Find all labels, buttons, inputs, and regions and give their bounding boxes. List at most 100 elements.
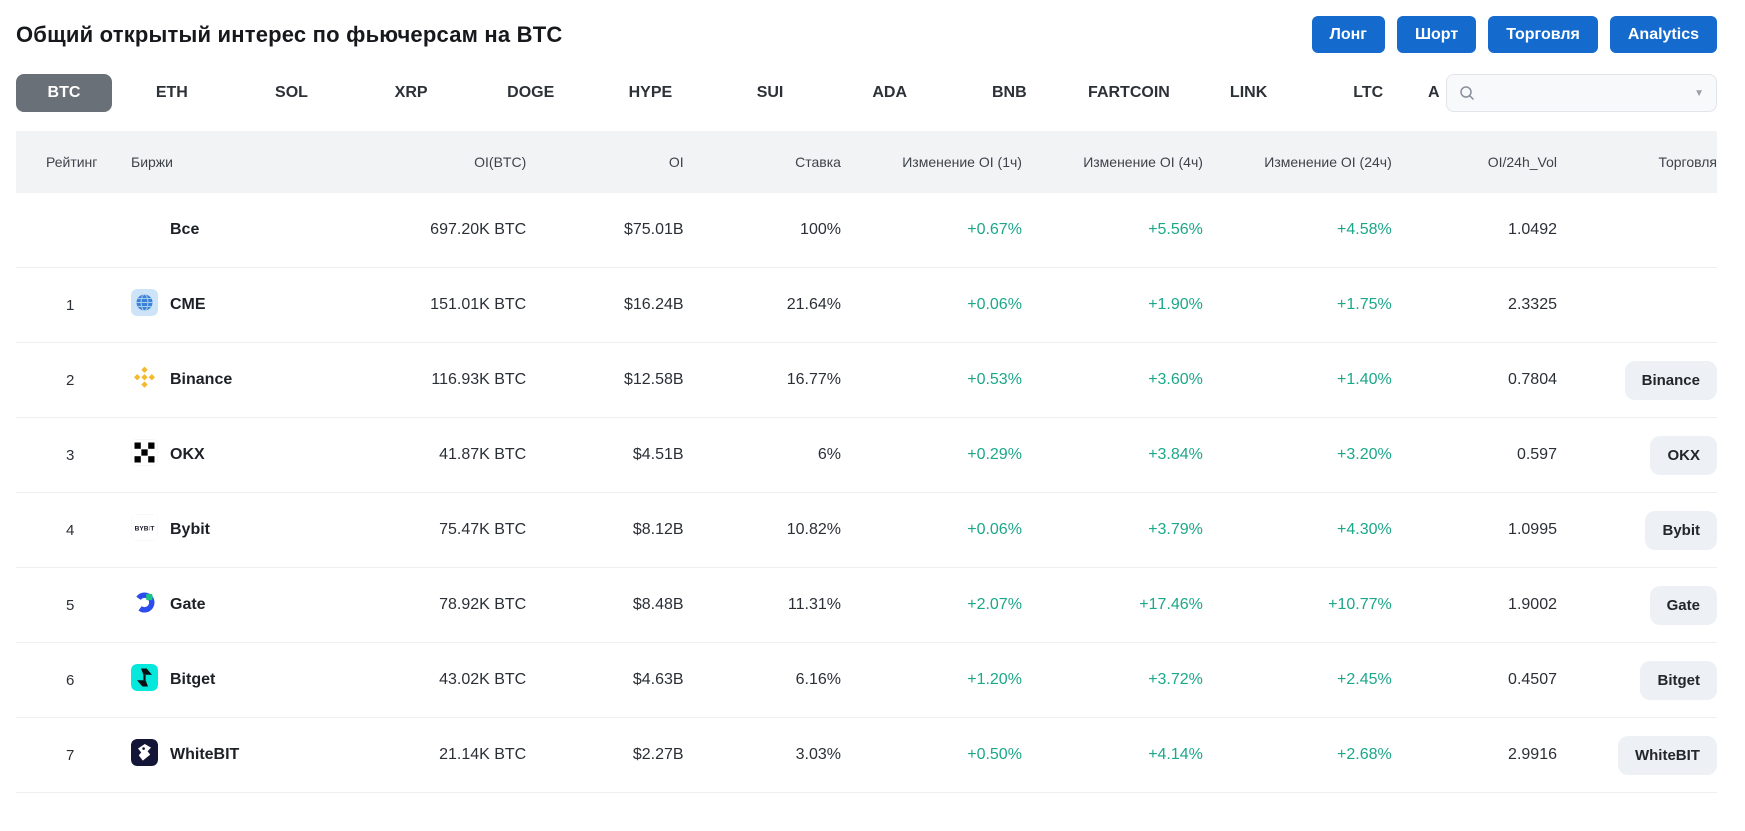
oi-change-4h-cell: +4.14% [1148, 746, 1203, 764]
rank-cell: 4 [66, 521, 75, 539]
tab-sui[interactable]: SUI [756, 84, 784, 102]
coin-tabs: BTC ETH SOL XRP DOGE HYPE SUI ADA BNB FARTCOIN LIN… [16, 74, 1444, 113]
tab-hype[interactable]: HYPE [628, 84, 673, 102]
oi-cell: $4.51B [632, 446, 684, 464]
oi-btc-cell: 116.93K BTC [431, 371, 527, 389]
oi-24h-vol-cell: 0.597 [1516, 446, 1557, 464]
tab-doge[interactable]: DOGE [507, 84, 555, 102]
rank-cell: 3 [66, 446, 75, 464]
tab-ltc[interactable]: LTC [1353, 84, 1384, 102]
trade-exchange-button[interactable]: OKX [1650, 435, 1717, 475]
oi-24h-vol-cell: 2.3325 [1508, 296, 1557, 314]
exchange-cell[interactable]: OKX [131, 439, 361, 471]
oi-change-24h-cell: +4.30% [1337, 521, 1392, 539]
trade-exchange-button[interactable]: Bybit [1645, 510, 1717, 550]
oi-24h-vol-cell: 1.0492 [1508, 221, 1557, 239]
table-row: Все 697.20K BTC $75.01B 100% +0.67% +5.56% +4.… [16, 193, 1717, 269]
exchange-cell[interactable]: Bitget [131, 664, 361, 696]
oi-btc-cell: 43.02K BTC [439, 671, 527, 689]
trade-exchange-button[interactable]: Bitget [1640, 660, 1717, 700]
column-header: Изменение OI (1ч) [902, 154, 1022, 171]
exchange-cell[interactable]: Binance [131, 364, 361, 396]
oi-change-1h-cell: +0.67% [967, 221, 1022, 239]
exchange-cell[interactable]: CME [131, 289, 361, 321]
rate-cell: 21.64% [786, 296, 841, 314]
exchange-name: Binance [170, 371, 233, 389]
tab-bnb[interactable]: BNB [991, 84, 1027, 102]
search-icon [1460, 86, 1475, 101]
oi-change-4h-cell: +3.79% [1148, 521, 1203, 539]
tab-link[interactable]: LINK [1229, 84, 1268, 102]
table-row: 4 BYBIT Bybit 75.47K BTC $8.12B 10.82% +0.06% +… [16, 493, 1717, 569]
chevron-down-icon[interactable]: ▼ [1694, 87, 1704, 99]
table-row: 2 Binance 116.93K BTC $12.58B 16.77% +0.53% +3… [16, 343, 1717, 419]
exchange-cell[interactable]: WhiteBIT [131, 739, 361, 771]
oi-change-1h-cell: +0.06% [967, 296, 1022, 314]
exchange-cell[interactable]: BYBIT Bybit [131, 514, 361, 546]
rate-cell: 100% [800, 221, 841, 239]
column-header: Изменение OI (24ч) [1264, 154, 1392, 171]
oi-change-4h-cell: +3.60% [1148, 371, 1203, 389]
tab-ada[interactable]: ADA [872, 84, 907, 102]
column-header: OI [668, 154, 684, 171]
tab-sol[interactable]: SOL [275, 84, 308, 102]
trade-exchange-button[interactable]: Gate [1649, 585, 1717, 625]
oi-change-1h-cell: +0.06% [967, 521, 1022, 539]
oi-cell: $8.48B [632, 596, 684, 614]
trade-button[interactable]: Торговля [1488, 16, 1598, 54]
tab-partial[interactable]: A [1428, 84, 1440, 102]
oi-24h-vol-cell: 1.0995 [1508, 521, 1557, 539]
action-buttons: Лонг Шорт Торговля Analytics [1311, 16, 1717, 54]
oi-change-4h-cell: +3.72% [1148, 671, 1203, 689]
oi-change-1h-cell: +0.53% [967, 371, 1022, 389]
oi-change-4h-cell: +3.84% [1148, 446, 1203, 464]
rank-cell: 5 [66, 596, 75, 614]
table-header-row: Рейтинг Биржи OI(BTC) OI Ставка Изменение OI … [16, 131, 1717, 194]
oi-change-4h-cell: +1.90% [1148, 296, 1203, 314]
oi-change-24h-cell: +10.77% [1328, 596, 1392, 614]
coin-search-combobox[interactable]: ▼ [1446, 74, 1717, 113]
oi-change-24h-cell: +1.40% [1337, 371, 1392, 389]
oi-btc-cell: 78.92K BTC [439, 596, 527, 614]
page-title: Общий открытый интерес по фьючерсам на B… [16, 21, 563, 47]
tab-xrp[interactable]: XRP [394, 84, 428, 102]
table-row: 3 OKX 41.87K BTC $4.51B 6% +0.29% +3.84% +3.20%… [16, 418, 1717, 494]
oi-cell: $75.01B [623, 221, 684, 239]
svg-text:BYBIT: BYBIT [135, 525, 155, 532]
exchange-name: Все [170, 221, 200, 239]
rate-cell: 3.03% [795, 746, 841, 764]
okx-icon [131, 439, 158, 471]
trade-cell: Bybit [1557, 510, 1717, 550]
long-button[interactable]: Лонг [1311, 16, 1385, 54]
trade-cell: Bitget [1557, 660, 1717, 700]
exchange-name: CME [170, 296, 206, 314]
oi-change-24h-cell: +2.68% [1337, 746, 1392, 764]
exchange-name: OKX [170, 446, 205, 464]
oi-24h-vol-cell: 0.4507 [1508, 671, 1557, 689]
short-button[interactable]: Шорт [1396, 16, 1477, 54]
exchange-name: WhiteBIT [170, 746, 240, 764]
trade-exchange-button[interactable]: Binance [1624, 360, 1717, 400]
table-row: 6 Bitget 43.02K BTC $4.63B 6.16% +1.20% +3.72%… [16, 643, 1717, 719]
exchange-cell[interactable]: Все [131, 221, 361, 239]
oi-btc-cell: 151.01K BTC [430, 296, 527, 314]
column-header: Рейтинг [46, 154, 98, 171]
tab-btc[interactable]: BTC [16, 74, 112, 113]
column-header: OI(BTC) [474, 154, 527, 171]
trade-cell: OKX [1557, 435, 1717, 475]
analytics-button[interactable]: Analytics [1609, 16, 1717, 54]
rate-cell: 6% [817, 446, 841, 464]
rank-cell: 1 [66, 296, 75, 314]
column-header: Ставка [795, 154, 841, 171]
exchange-name: Gate [170, 596, 206, 614]
oi-btc-cell: 41.87K BTC [439, 446, 527, 464]
tab-fartcoin[interactable]: FARTCOIN [1088, 84, 1170, 102]
exchange-cell[interactable]: Gate [131, 589, 361, 621]
table-row: 1 CME 151.01K BTC $16.24B 21.64% +0.06% +1.90%… [16, 268, 1717, 344]
search-input[interactable] [1483, 83, 1687, 103]
rank-cell: 2 [66, 371, 75, 389]
tab-eth[interactable]: ETH [155, 84, 188, 102]
trade-exchange-button[interactable]: WhiteBIT [1617, 735, 1717, 775]
oi-btc-cell: 21.14K BTC [439, 746, 527, 764]
cme-icon [131, 289, 158, 321]
